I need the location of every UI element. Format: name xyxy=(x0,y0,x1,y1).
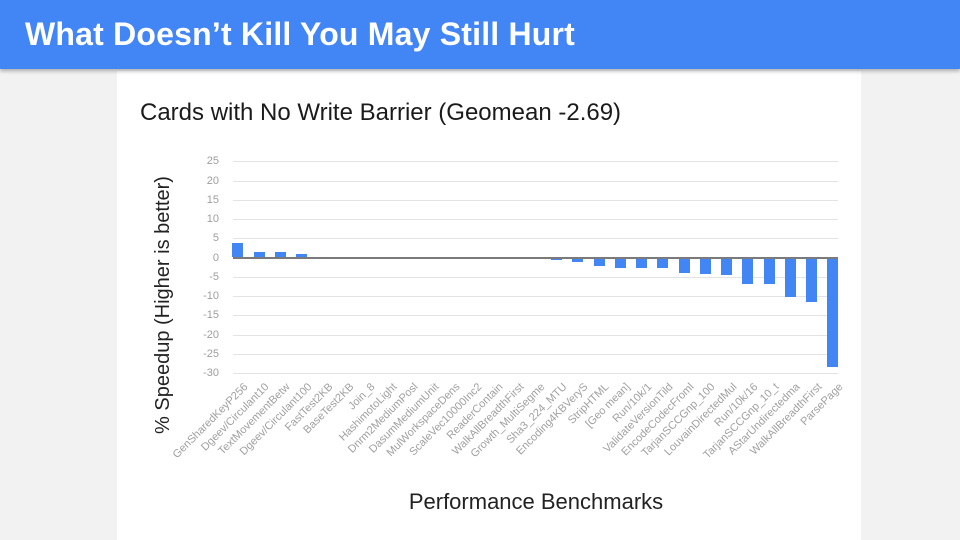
gridline xyxy=(233,373,838,374)
bar xyxy=(572,257,584,263)
y-tick-label: 5 xyxy=(212,232,219,245)
bar xyxy=(274,252,286,258)
bar xyxy=(827,257,839,367)
bar xyxy=(678,257,690,273)
x-axis-baseline xyxy=(233,256,838,259)
bar xyxy=(784,257,796,298)
bar xyxy=(699,257,711,275)
bar xyxy=(742,257,754,284)
bar xyxy=(806,257,818,302)
gridline xyxy=(233,161,838,163)
gridline xyxy=(233,353,838,355)
gridline xyxy=(233,199,838,201)
x-axis-title: Performance Benchmarks xyxy=(408,489,664,514)
y-tick-label: -25 xyxy=(203,347,219,360)
y-tick-label: 0 xyxy=(212,251,219,264)
y-tick-label: -5 xyxy=(209,270,219,283)
gridline xyxy=(233,180,838,182)
gridline xyxy=(233,315,838,317)
bar xyxy=(551,257,563,261)
bar xyxy=(763,257,775,285)
y-axis-title: % Speedup (Higher is better) xyxy=(152,176,174,434)
gridline xyxy=(233,276,838,278)
y-tick-label: 10 xyxy=(206,213,219,225)
bar xyxy=(636,257,648,269)
slide-title: What Doesn’t Kill You May Still Hurt xyxy=(25,16,576,52)
y-tick-label: -15 xyxy=(203,309,219,322)
y-tick-label: 20 xyxy=(206,174,219,187)
chart-card: Cards with No Write Barrier (Geomean -2.… xyxy=(117,71,861,540)
bar xyxy=(232,242,244,258)
gridline xyxy=(233,219,838,220)
chart-title: Cards with No Write Barrier (Geomean -2.… xyxy=(140,99,622,126)
y-tick-label: 15 xyxy=(206,193,219,206)
y-tick-label: -10 xyxy=(203,290,219,302)
bar xyxy=(593,257,605,266)
gridline xyxy=(233,296,838,297)
gridline xyxy=(233,238,838,240)
y-tick-label: 25 xyxy=(206,155,219,168)
bar xyxy=(614,257,626,268)
y-tick-label: -20 xyxy=(203,328,219,341)
bar xyxy=(253,251,265,258)
bar xyxy=(296,254,308,258)
slide-header-bar: What Doesn’t Kill You May Still Hurt xyxy=(0,0,960,69)
bar xyxy=(721,257,733,275)
bar xyxy=(657,257,669,269)
y-tick-label: -30 xyxy=(203,367,219,379)
gridline xyxy=(233,334,838,336)
